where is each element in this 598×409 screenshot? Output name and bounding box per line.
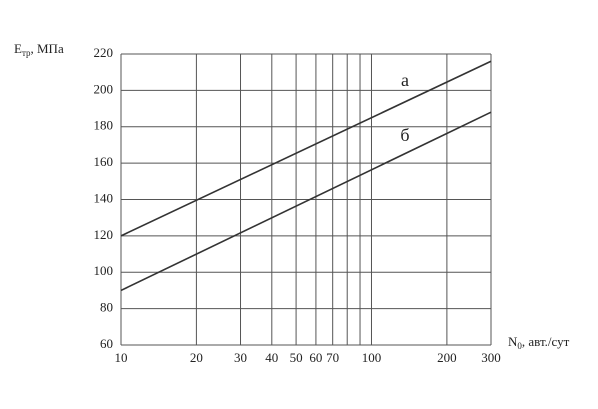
y-label-main: E: [14, 41, 22, 56]
x-tick-label: 300: [481, 350, 501, 365]
x-tick-label: 20: [190, 350, 203, 365]
x-axis-label: N0, авт./сут: [508, 334, 570, 351]
y-label-rest: , МПа: [31, 41, 64, 56]
x-label-main: N: [508, 334, 518, 349]
x-tick-label: 40: [265, 350, 278, 365]
y-tick-label: 140: [94, 190, 114, 205]
y-tick-label: 220: [94, 45, 114, 60]
x-tick-label: 30: [234, 350, 247, 365]
x-tick-label: 200: [437, 350, 457, 365]
y-tick-label: 160: [94, 154, 114, 169]
series-line: [120, 60, 492, 237]
x-tick-label: 60: [309, 350, 322, 365]
x-tick-label: 50: [290, 350, 303, 365]
x-tick-label: 70: [326, 350, 339, 365]
series-label: б: [400, 125, 409, 145]
x-tick-label: 100: [362, 350, 382, 365]
y-axis-label: Eтр, МПа: [14, 41, 64, 58]
series-label: а: [401, 70, 409, 90]
y-tick-label: 200: [94, 81, 114, 96]
x-label-rest: , авт./сут: [522, 334, 570, 349]
x-label-sub: 0: [517, 341, 522, 351]
y-tick-label: 120: [94, 227, 114, 242]
x-tick-label: 10: [115, 350, 128, 365]
y-tick-label: 180: [94, 118, 114, 133]
y-label-sub: тр: [22, 48, 31, 58]
y-tick-label: 80: [100, 300, 113, 315]
y-tick-label: 60: [100, 336, 113, 351]
series-line: [120, 111, 492, 292]
y-tick-label: 100: [94, 263, 114, 278]
